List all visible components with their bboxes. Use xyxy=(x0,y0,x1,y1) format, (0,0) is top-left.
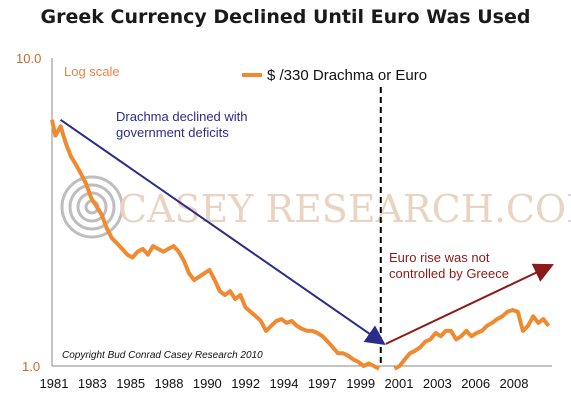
x-tick-label: 2003 xyxy=(423,376,452,391)
y-tick-label-bottom: 1.0 xyxy=(22,359,40,374)
rise-annotation-line-2: controlled by Greece xyxy=(389,266,509,281)
legend-label: $ /330 Drachma or Euro xyxy=(267,67,427,84)
series xyxy=(50,119,551,371)
x-tick-label: 1997 xyxy=(308,376,337,391)
casey-logo-icon xyxy=(60,175,124,239)
series-line-segment xyxy=(50,119,381,371)
rise-annotation: Euro rise was not controlled by Greece xyxy=(389,250,509,281)
x-tick-label: 1981 xyxy=(40,376,69,391)
watermark: CASEY RESEARCH.COM xyxy=(60,175,571,239)
x-tick-label: 2006 xyxy=(461,376,490,391)
log-scale-note: Log scale xyxy=(64,64,120,79)
decline-arrow xyxy=(59,118,386,346)
x-tick-label: 1994 xyxy=(270,376,299,391)
x-tick-label: 1988 xyxy=(155,376,184,391)
x-tick-labels: 1981 1983 1985 1988 1990 1992 1994 1997 1999 2001… xyxy=(40,376,529,391)
rise-arrow xyxy=(385,263,554,345)
watermark-text: CASEY RESEARCH.COM xyxy=(118,187,571,231)
x-tick-label: 2008 xyxy=(500,376,529,391)
x-tick-label: 1983 xyxy=(78,376,107,391)
x-tick-label: 1999 xyxy=(346,376,375,391)
rise-annotation-line-1: Euro rise was not xyxy=(389,250,490,265)
copyright-note: Copyright Bud Conrad Casey Research 2010 xyxy=(62,350,263,361)
y-tick-label-top: 10.0 xyxy=(16,51,41,66)
x-tick-label: 2001 xyxy=(385,376,414,391)
series-line-segment xyxy=(393,308,551,371)
x-tick-label: 1985 xyxy=(116,376,145,391)
chart-title: Greek Currency Declined Until Euro Was U… xyxy=(40,6,531,28)
decline-annotation: Drachma declined with government deficit… xyxy=(116,109,251,140)
decline-annotation-line-2: government deficits xyxy=(116,125,229,140)
x-tick-label: 1990 xyxy=(193,376,222,391)
decline-annotation-line-1: Drachma declined with xyxy=(116,109,248,124)
x-tick-label: 1992 xyxy=(231,376,260,391)
